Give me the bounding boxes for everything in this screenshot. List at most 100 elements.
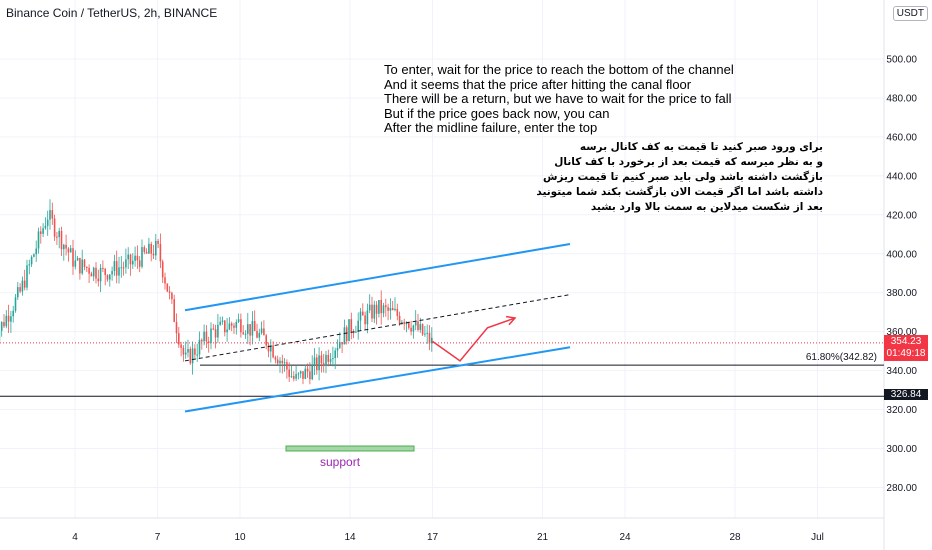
candle-body	[270, 345, 272, 352]
y-tick-label: 320.00	[886, 405, 917, 416]
candle-body	[219, 321, 221, 325]
y-tick-label: 360.00	[886, 327, 917, 338]
y-tick-label: 500.00	[886, 55, 917, 66]
candle-body	[118, 267, 120, 276]
candle-body	[299, 371, 302, 374]
candle-body	[120, 267, 123, 269]
candle-body	[152, 253, 155, 256]
x-tick-label: 17	[427, 532, 439, 543]
candle-body	[90, 273, 93, 277]
x-tick-label: 24	[619, 532, 631, 543]
candle-body	[46, 219, 49, 226]
candle-body	[221, 320, 224, 322]
candle-body	[297, 373, 300, 375]
candle-body	[145, 251, 148, 254]
candle-body	[28, 264, 31, 266]
candle-body	[58, 230, 60, 237]
candle-body	[102, 267, 104, 269]
y-tick-label: 300.00	[886, 444, 917, 455]
candle-body	[109, 274, 111, 280]
candle-body	[10, 316, 12, 322]
y-tick-label: 460.00	[886, 132, 917, 143]
currency-button[interactable]: USDT	[892, 6, 928, 21]
candle-body	[302, 371, 304, 379]
candle-body	[189, 348, 192, 364]
persian-note-line: برای ورود صبر کنید تا قیمت به کف کانال ب…	[579, 141, 823, 153]
candle-body	[265, 335, 267, 346]
candle-body	[412, 325, 415, 332]
candle-body	[362, 311, 364, 316]
candle-body	[272, 345, 274, 358]
channel-midline	[184, 294, 571, 362]
persian-note-line: و به نظر میرسه که قیمت بعد از برخورد با …	[554, 156, 823, 168]
candle-body	[97, 278, 100, 282]
candle-body	[141, 247, 143, 267]
english-note-line: After the midline failure, enter the top	[384, 120, 598, 136]
candle-body	[313, 357, 316, 365]
y-tick-label: 440.00	[886, 171, 917, 182]
candle-body	[419, 324, 422, 330]
candle-body	[19, 287, 21, 292]
y-tick-label: 400.00	[886, 249, 917, 260]
candle-body	[30, 256, 33, 265]
candle-body	[81, 259, 83, 274]
candle-body	[168, 291, 171, 293]
candle-body	[88, 267, 90, 274]
candle-body	[325, 354, 327, 366]
candle-body	[410, 327, 412, 332]
support-zone	[285, 445, 415, 452]
candle-body	[368, 304, 371, 311]
english-note-line: And it seems that the price after hittin…	[384, 76, 692, 92]
y-tick-label: 280.00	[886, 483, 917, 494]
candle-body	[136, 255, 139, 261]
candle-body	[327, 354, 330, 362]
x-tick-label: 4	[72, 532, 78, 543]
candle-body	[134, 255, 136, 261]
candle-body	[26, 265, 28, 288]
candle-body	[258, 333, 261, 338]
candle-body	[228, 323, 231, 330]
candle-body	[69, 248, 72, 253]
candle-body	[127, 254, 129, 260]
candle-body	[318, 355, 320, 371]
candle-body	[148, 243, 150, 254]
candle-body	[421, 324, 424, 335]
candle-body	[394, 308, 396, 311]
candle-body	[283, 362, 286, 364]
y-tick-label: 340.00	[886, 366, 917, 377]
candle-body	[240, 319, 242, 333]
candle-body	[53, 218, 56, 237]
candle-body	[171, 292, 173, 300]
candle-body	[210, 328, 212, 344]
candle-body	[263, 328, 265, 336]
candle-body	[398, 315, 401, 323]
x-tick-label: 10	[234, 532, 246, 543]
candle-body	[150, 243, 152, 254]
candle-body	[375, 304, 378, 314]
candle-body	[217, 324, 219, 338]
candle-body	[159, 243, 162, 262]
candle-body	[214, 329, 217, 338]
candle-body	[191, 348, 194, 364]
candle-body	[226, 329, 228, 333]
candle-body	[332, 358, 334, 360]
candle-body	[281, 360, 284, 364]
candle-body	[164, 277, 166, 284]
english-note-line: But if the price goes back now, you can	[384, 105, 610, 121]
candle-body	[417, 321, 419, 330]
x-tick-label: 14	[344, 532, 356, 543]
candle-body	[3, 322, 5, 327]
level-price-tag: 326.84	[884, 389, 928, 401]
candle-body	[212, 328, 215, 330]
candle-body	[334, 350, 336, 359]
candle-body	[155, 240, 157, 256]
candle-body	[23, 280, 26, 288]
candle-body	[233, 325, 235, 328]
candle-body	[373, 304, 376, 319]
candle-body	[74, 260, 77, 267]
candle-body	[86, 266, 88, 268]
candle-body	[391, 307, 394, 311]
candle-body	[304, 368, 307, 379]
candle-body	[378, 300, 380, 314]
